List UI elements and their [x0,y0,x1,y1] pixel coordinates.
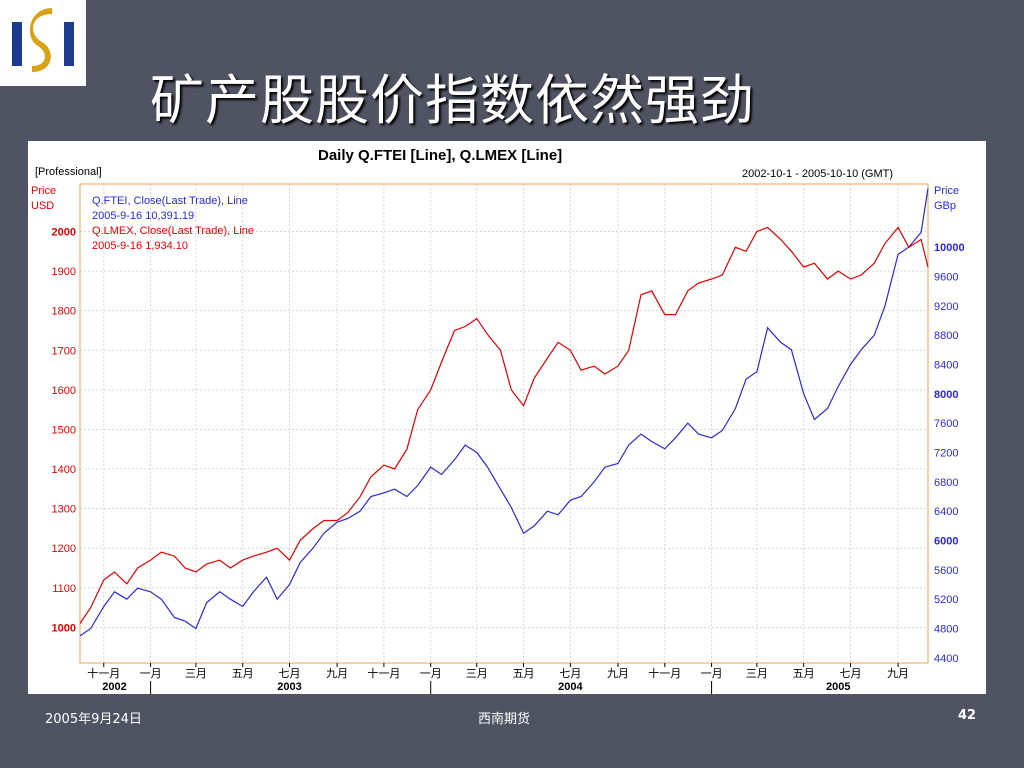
x-month-label: 三月 [185,668,207,680]
chart-title: Daily Q.FTEI [Line], Q.LMEX [Line] [318,147,562,164]
series-line-qftei [79,188,929,637]
x-year-label: 2002 [102,681,126,693]
right-tick-label: 8000 [934,389,958,401]
x-month-label: 九月 [607,667,629,680]
x-year-label: 2003 [277,681,301,693]
legend-lmex-line2: 2005-9-16 1,934.10 [92,240,188,252]
x-month-label: 七月 [279,667,301,680]
right-tick-label: 6800 [934,477,958,489]
left-tick-label: 1400 [52,464,76,476]
left-tick-label: 1600 [52,385,76,397]
right-axis-label-line1: Price [934,185,959,197]
x-month-label: 三月 [466,668,488,680]
right-tick-label: 8800 [934,330,958,342]
right-tick-label: 6400 [934,506,958,518]
series-line-qlmex [79,226,929,624]
left-tick-label: 1500 [52,424,76,436]
grid-lines [80,184,928,663]
ss-company-logo-icon [12,8,74,72]
left-tick-label: 2000 [52,227,76,239]
x-year-label: 2004 [558,681,583,693]
right-tick-label: 6000 [934,535,958,547]
x-month-label: 五月 [793,668,815,680]
left-axis-label-line1: Price [31,185,56,197]
right-tick-label: 8400 [934,359,958,371]
x-year-label: 2005 [826,681,850,693]
x-month-label: 十一月 [648,666,681,680]
professional-label: [Professional] [35,166,102,178]
right-tick-label: 10000 [934,242,965,254]
date-range-label: 2002-10-1 - 2005-10-10 (GMT) [742,168,893,180]
chart-panel: 1000 1100 1200 1300 1400 1500 1600 1700 1800 1900… [28,141,986,694]
x-month-label: 五月 [513,668,535,680]
x-month-label: 一月 [420,668,442,680]
x-month-label: 九月 [326,667,348,680]
right-tick-label: 4400 [934,653,958,665]
right-tick-label: 7200 [934,447,958,459]
plot-frame [79,183,929,664]
axes: 1000 1100 1200 1300 1400 1500 1600 1700 1800 1900… [52,227,965,694]
legend-ftei-line1: Q.FTEI, Close(Last Trade), Line [92,195,248,207]
left-tick-label: 1700 [52,345,76,357]
x-month-label: 一月 [701,668,723,680]
x-month-label: 三月 [746,668,768,680]
left-tick-label: 1900 [52,266,76,278]
slide-title: 矿产股股价指数依然强劲 [150,69,755,132]
x-month-label: 七月 [559,667,581,680]
line-chart: 1000 1100 1200 1300 1400 1500 1600 1700 1800 1900… [31,147,965,694]
footer-date: 2005年9月24日 [45,712,142,727]
right-axis-label-line2: GBp [934,200,956,212]
right-tick-label: 4800 [934,624,958,636]
legend-ftei-line2: 2005-9-16 10,391.19 [92,210,194,222]
right-tick-label: 5200 [934,594,958,606]
x-month-label: 九月 [887,667,909,680]
page-number: 42 [958,708,977,723]
legend-lmex-line1: Q.LMEX, Close(Last Trade), Line [92,225,254,237]
x-month-label: 七月 [839,667,861,680]
x-month-label: 十一月 [367,666,400,680]
left-tick-label: 1200 [52,543,76,555]
x-month-label: 五月 [232,668,254,680]
footer-company: 西南期货 [478,712,531,727]
x-month-label: 十一月 [87,666,120,680]
right-tick-label: 9600 [934,271,958,283]
right-tick-label: 5600 [934,565,958,577]
right-tick-label: 7600 [934,418,958,430]
left-tick-label: 1000 [52,622,76,634]
right-tick-label: 9200 [934,301,958,313]
left-tick-label: 1800 [52,306,76,318]
company-logo [0,0,86,86]
series [79,188,929,637]
x-month-label: 一月 [140,668,162,680]
left-tick-label: 1300 [52,504,76,516]
left-tick-label: 1100 [52,583,76,595]
left-axis-label-line2: USD [31,200,54,212]
